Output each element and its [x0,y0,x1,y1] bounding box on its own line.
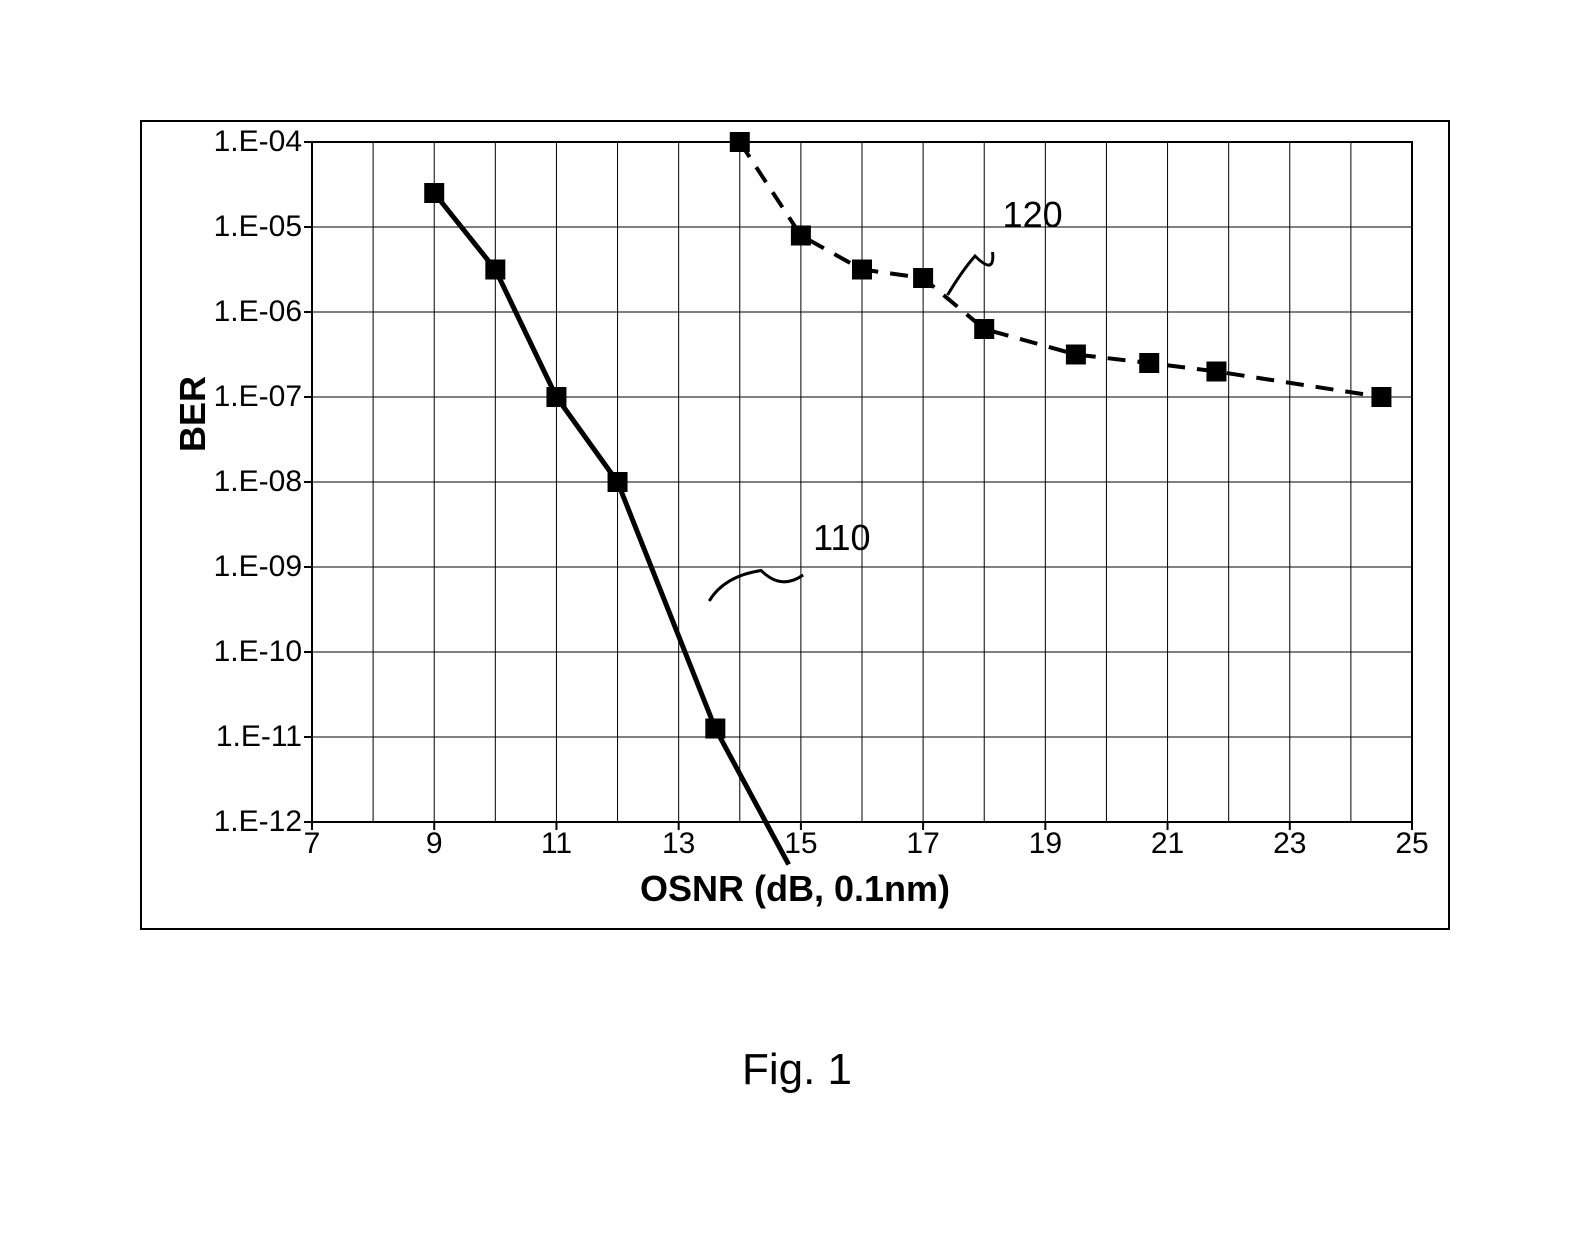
figure-caption: Fig. 1 [0,1045,1594,1095]
x-tick-label: 15 [784,827,817,861]
y-tick-label: 1.E-07 [214,380,302,414]
series-110-marker [546,387,566,407]
y-tick-label: 1.E-04 [214,125,302,159]
series-110-marker [424,183,444,203]
y-tick-label: 1.E-09 [214,550,302,584]
y-tick-label: 1.E-11 [216,720,302,754]
x-axis-label: OSNR (dB, 0.1nm) [142,868,1448,910]
series-110-line [434,193,788,865]
x-tick-label: 9 [426,827,443,861]
series-120-marker [1371,387,1391,407]
annotation-120-pointer [948,252,993,295]
x-tick-label: 21 [1151,827,1184,861]
series-120-marker [1206,362,1226,382]
x-tick-label: 23 [1273,827,1306,861]
page: BER 1.E-041.E-051.E-061.E-071.E-081.E-09… [0,0,1594,1234]
chart-outer-frame: BER 1.E-041.E-051.E-061.E-071.E-081.E-09… [140,120,1450,930]
y-tick-label: 1.E-05 [214,210,302,244]
y-tick-label: 1.E-10 [214,635,302,669]
x-tick-labels: 791113151719212325 [312,827,1412,867]
x-tick-label: 17 [906,827,939,861]
x-tick-label: 11 [541,827,572,861]
x-tick-label: 7 [304,827,321,861]
x-tick-label: 25 [1395,827,1428,861]
series-120-marker [913,268,933,288]
chart-plot-area: 110 120 [312,142,1412,822]
annotation-120-label: 120 [1003,194,1063,235]
annotation-110-pointer [709,571,803,602]
series-120-marker [1066,345,1086,365]
series-110-marker [705,719,725,739]
y-tick-label: 1.E-08 [214,465,302,499]
series-110-marker [485,260,505,280]
series-120-marker [791,226,811,246]
series-120-marker [1139,353,1159,373]
y-tick-label: 1.E-12 [214,805,302,839]
series-120-marker [730,132,750,152]
y-tick-labels: 1.E-041.E-051.E-061.E-071.E-081.E-091.E-… [192,142,302,822]
series-120-line [740,142,1382,397]
series-120-marker [974,319,994,339]
x-tick-label: 13 [662,827,695,861]
series-120-marker [852,260,872,280]
series-110-marker [608,472,628,492]
annotation-110-label: 110 [813,517,870,558]
x-tick-label: 19 [1029,827,1062,861]
chart-svg: 110 120 [312,142,1412,822]
y-tick-label: 1.E-06 [214,295,302,329]
